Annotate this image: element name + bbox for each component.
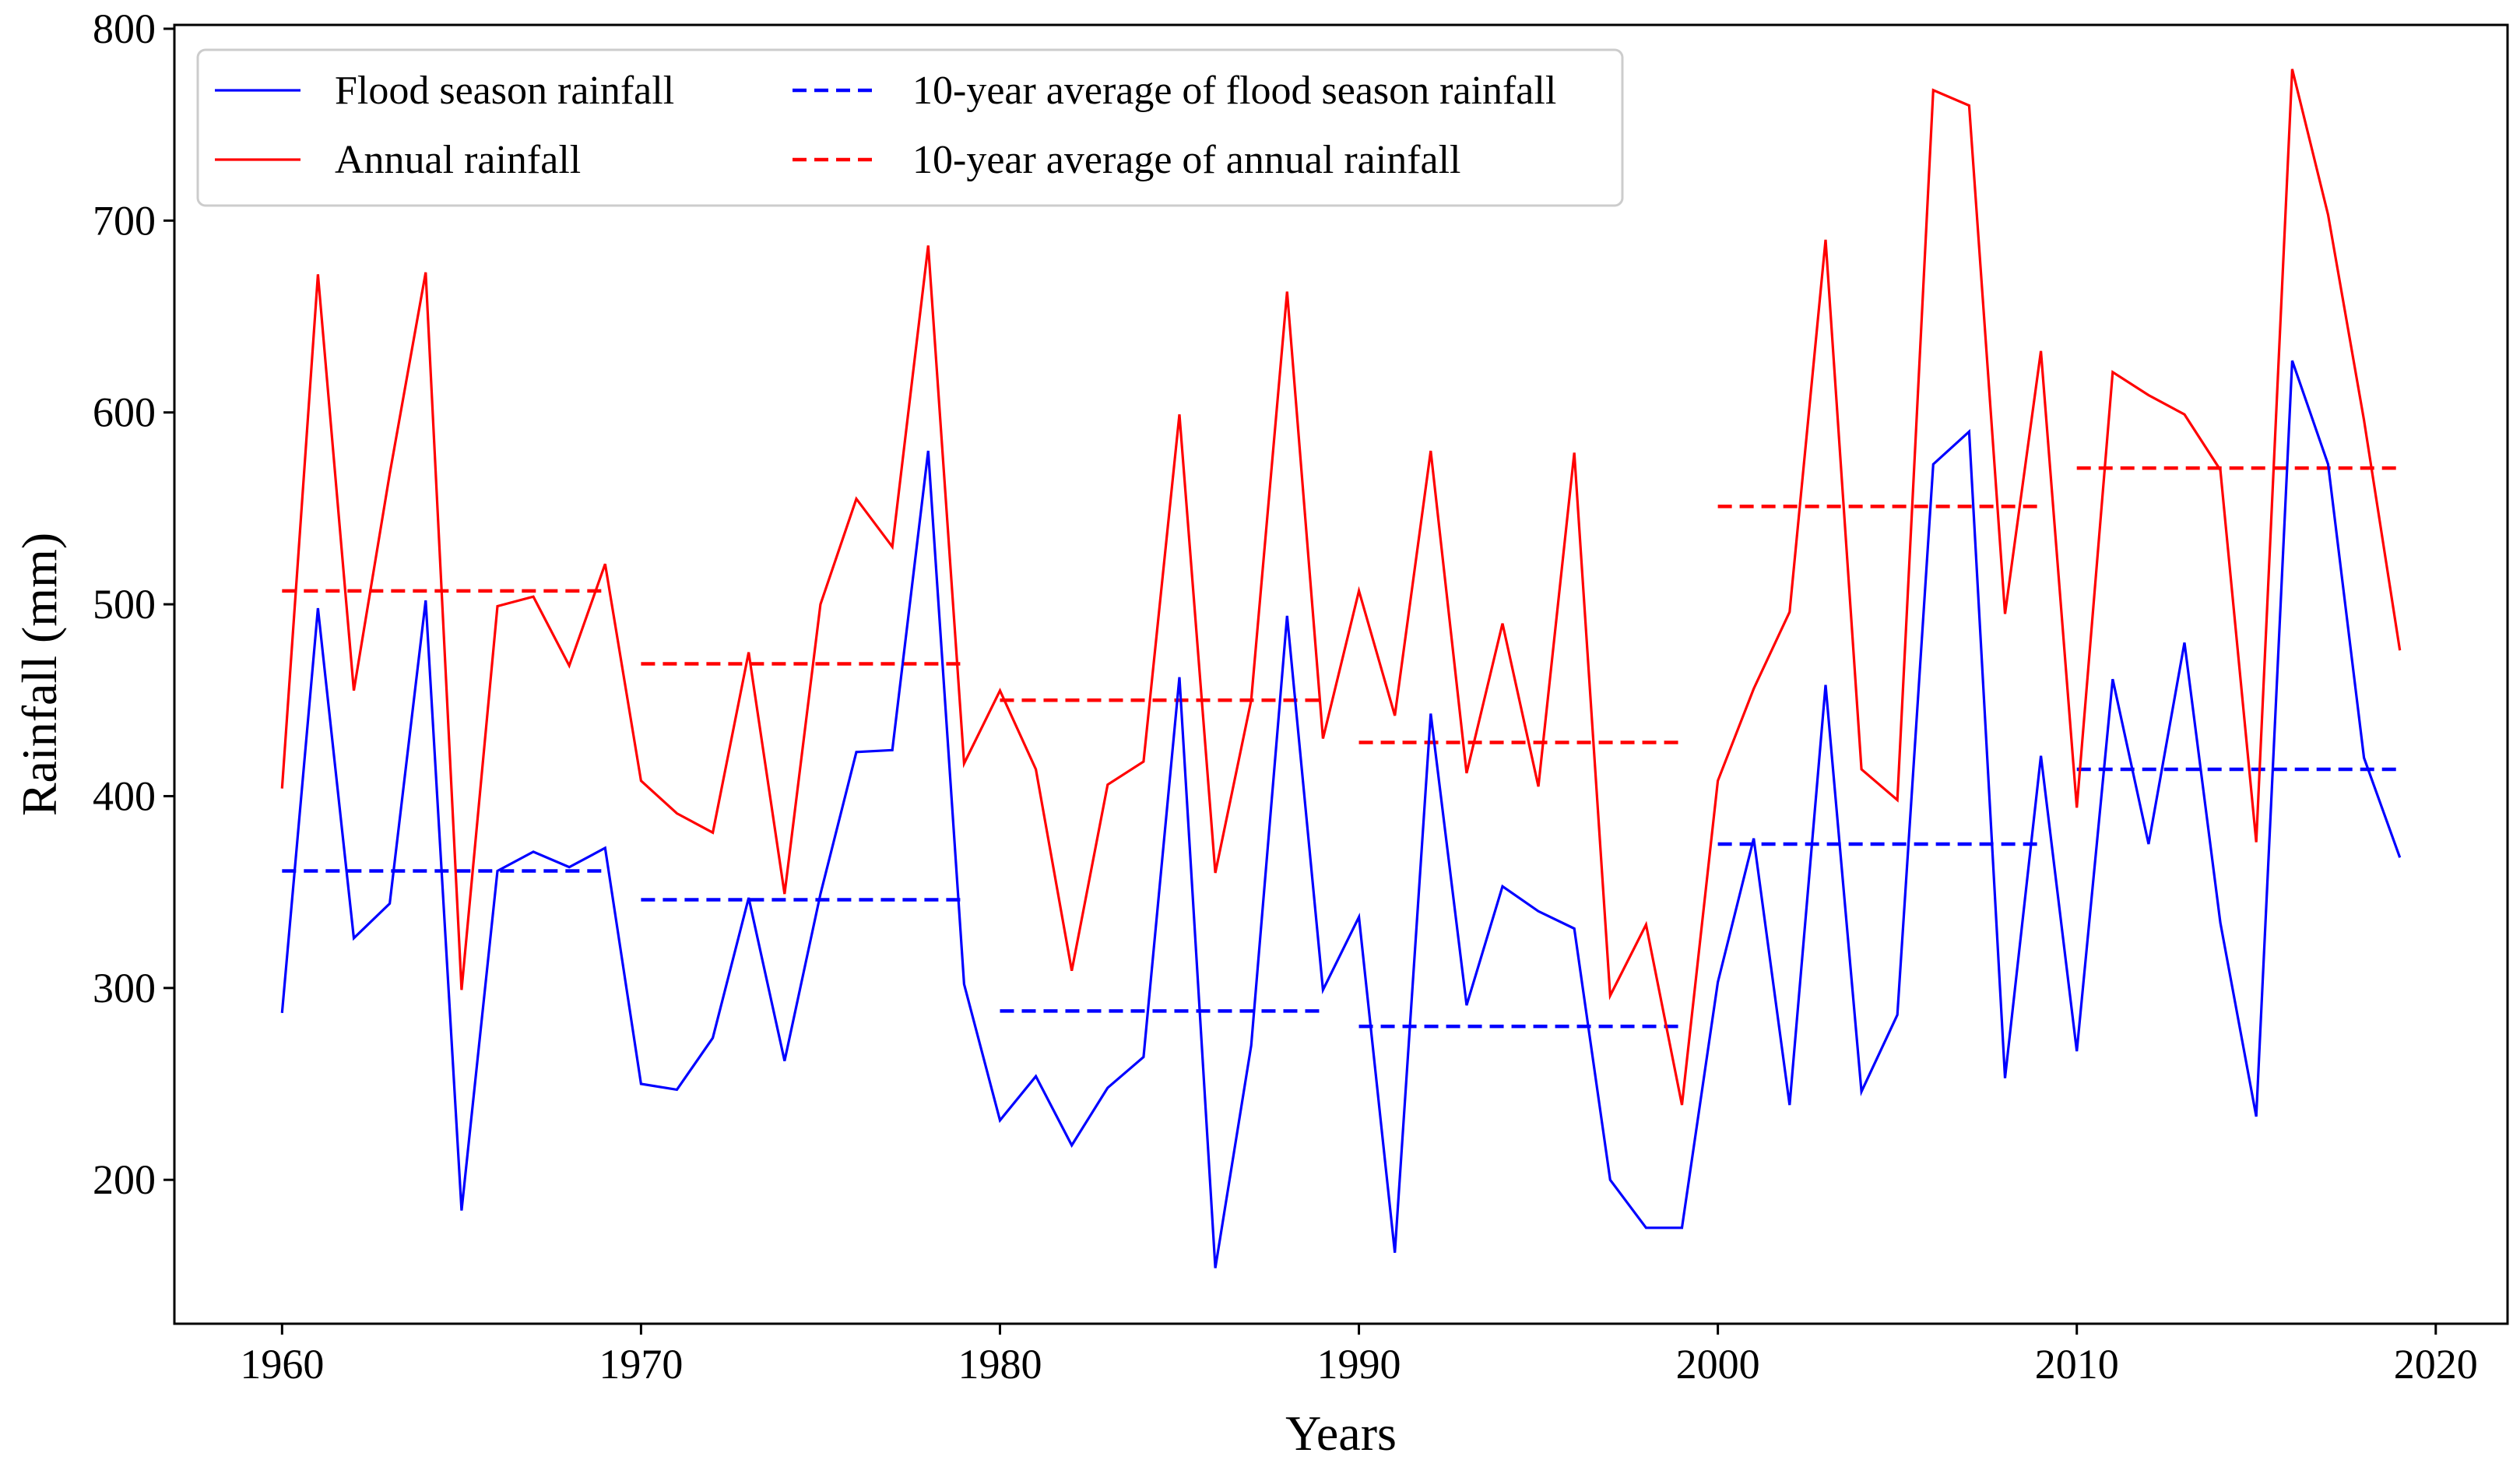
y-axis: 200 300 400 500 600 700 800 (93, 5, 174, 1203)
y-tick-label: 500 (93, 581, 156, 628)
legend-label-3: 10-year average of flood season rainfall (912, 69, 1556, 113)
x-tick-label: 2000 (1676, 1341, 1760, 1388)
legend-label-4: 10-year average of annual rainfall (912, 138, 1461, 182)
x-tick-label: 1980 (958, 1341, 1042, 1388)
x-tick-label: 1960 (240, 1341, 324, 1388)
x-axis-title: Years (1285, 1405, 1397, 1461)
annual-rainfall-line (280, 69, 2402, 1106)
legend-label-2: Annual rainfall (335, 138, 581, 182)
y-tick-label: 700 (93, 197, 156, 244)
x-tick-label: 2020 (2394, 1341, 2478, 1388)
legend-label-1: Flood season rainfall (335, 69, 674, 113)
plot-frame (173, 23, 2509, 1325)
x-tick-label: 2010 (2035, 1341, 2119, 1388)
legend-box (196, 48, 1624, 207)
legend: Flood season rainfall Annual rainfall 10-y… (196, 48, 1624, 207)
y-axis-title: Rainfall (mm) (12, 533, 67, 816)
x-axis: 1960 1970 1980 1990 2000 2010 2020 (240, 1324, 2478, 1388)
flood-season-rainfall-line (280, 360, 2402, 1268)
y-tick-label: 400 (93, 772, 156, 819)
y-tick-label: 300 (93, 965, 156, 1011)
plot-area (280, 69, 2402, 1268)
y-tick-label: 800 (93, 5, 156, 52)
y-tick-label: 200 (93, 1156, 156, 1203)
x-tick-label: 1990 (1317, 1341, 1401, 1388)
x-tick-label: 1970 (599, 1341, 683, 1388)
y-tick-label: 600 (93, 389, 156, 436)
